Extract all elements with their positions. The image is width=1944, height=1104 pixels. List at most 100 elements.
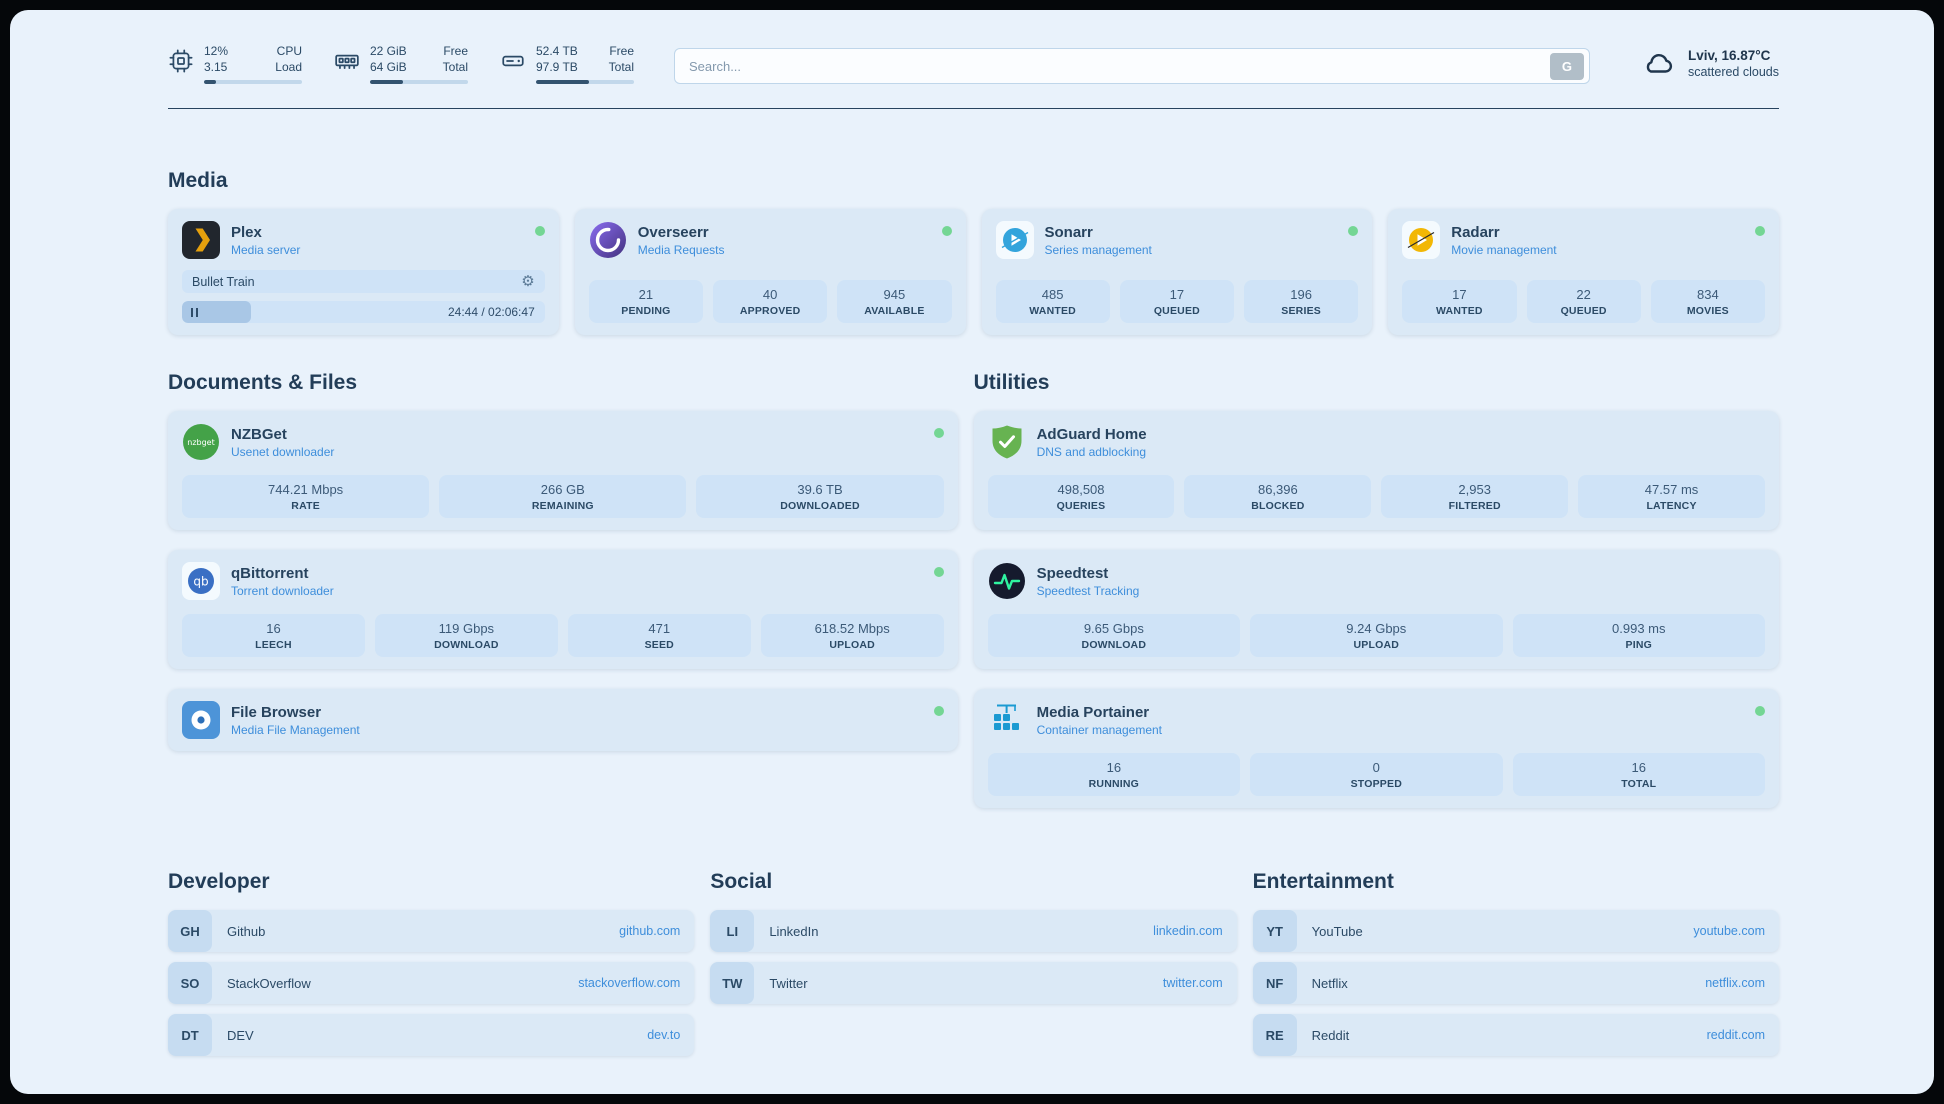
section-media: Media Plex Media server Bullet Train ⚙ — [168, 169, 1779, 336]
bookmark-domain: youtube.com — [1693, 924, 1765, 939]
bookmark-badge: DT — [168, 1014, 212, 1057]
system-widgets: 12% 3.15 CPU Load — [168, 44, 634, 85]
svg-text:nzbget: nzbget — [187, 438, 214, 447]
stat-box: 834 MOVIES — [1650, 280, 1765, 324]
service-card-radarr[interactable]: Radarr Movie management 17 WANTED 22 QUEUE… — [1388, 209, 1779, 336]
bookmark-name: Twitter — [769, 975, 808, 991]
service-name: Overseerr — [637, 223, 709, 241]
svg-text:qb: qb — [193, 575, 208, 589]
bookmark-domain: dev.to — [647, 1028, 681, 1043]
stat-box: 0.993 ms PING — [1512, 614, 1765, 658]
stat-box: 21 PENDING — [588, 280, 703, 324]
service-card-qbittorrent[interactable]: qb qBittorrent Torrent downloader 16 LEEC… — [168, 550, 958, 670]
bookmark-netflix[interactable]: NF Netflix netflix.com — [1252, 962, 1779, 1005]
ram-icon — [334, 48, 360, 74]
section-title-developer: Developer — [168, 870, 270, 894]
service-subtitle: Media server — [231, 242, 301, 257]
bookmark-github[interactable]: GH Github github.com — [168, 910, 695, 953]
section-utilities: Utilities AdGuard Home DNS and adblockin… — [973, 371, 1779, 809]
stat-box: 16 LEECH — [182, 614, 365, 658]
service-card-sonarr[interactable]: Sonarr Series management 485 WANTED 17 QUE… — [981, 209, 1373, 336]
service-card-nzbget[interactable]: nzbget NZBGet Usenet downloader 744.21 M… — [168, 411, 958, 531]
service-card-portainer[interactable]: Media Portainer Container management 16 R… — [973, 689, 1779, 809]
bookmark-domain: stackoverflow.com — [578, 976, 681, 991]
adguard-icon — [988, 423, 1026, 461]
memory-progress-bar — [370, 80, 468, 85]
disk-total-value: 97.9 TB — [536, 59, 578, 74]
cloud-icon — [1638, 46, 1678, 80]
search-box: G — [674, 48, 1590, 84]
stat-box: 196 SERIES — [1244, 280, 1359, 324]
radarr-icon — [1402, 221, 1441, 260]
top-bar: 12% 3.15 CPU Load — [168, 44, 1779, 85]
bookmark-dev[interactable]: DT DEV dev.to — [168, 1014, 695, 1057]
bookmark-group-social: Social LI LinkedIn linkedin.com TW Twitt… — [710, 870, 1237, 1014]
bookmark-badge: NF — [1252, 962, 1297, 1005]
disk-label: Free — [609, 44, 634, 58]
bookmark-name: Netflix — [1311, 975, 1348, 991]
stat-box: 16 RUNNING — [987, 753, 1241, 797]
playback-progress-bar: 24:44 / 02:06:47 — [182, 301, 545, 324]
cpu-chip-icon — [168, 48, 194, 74]
bookmark-stackoverflow[interactable]: SO StackOverflow stackoverflow.com — [168, 962, 695, 1005]
bookmark-reddit[interactable]: RE Reddit reddit.com — [1252, 1014, 1779, 1057]
speedtest-icon — [988, 562, 1026, 600]
disk-widget: 52.4 TB 97.9 TB Free Total — [500, 44, 634, 85]
service-name: NZBGet — [231, 425, 287, 443]
stat-box: 498,508 QUERIES — [987, 475, 1175, 519]
service-name: Media Portainer — [1036, 703, 1150, 721]
weather-condition: scattered clouds — [1687, 64, 1779, 79]
section-title-entertainment: Entertainment — [1252, 870, 1394, 894]
memory-label-2: Total — [442, 59, 468, 74]
status-dot — [1754, 706, 1765, 717]
bookmark-group-entertainment: Entertainment YT YouTube youtube.com NF … — [1252, 870, 1779, 1066]
bookmark-domain: netflix.com — [1705, 976, 1765, 991]
service-card-filebrowser[interactable]: File Browser Media File Management — [168, 689, 958, 752]
search-input[interactable] — [689, 58, 1550, 74]
bookmark-linkedin[interactable]: LI LinkedIn linkedin.com — [710, 910, 1237, 953]
bookmark-name: Github — [227, 923, 266, 939]
search-engine-button[interactable]: G — [1549, 52, 1584, 80]
stat-box: 9.24 Gbps UPLOAD — [1250, 614, 1503, 658]
middle-columns: Documents & Files nzbget NZBGet Usenet d… — [168, 371, 1779, 809]
stat-box: 119 Gbps DOWNLOAD — [374, 614, 558, 658]
bookmark-badge: RE — [1252, 1014, 1297, 1057]
gear-icon[interactable]: ⚙ — [521, 273, 535, 291]
cpu-label-2: Load — [275, 59, 302, 74]
plex-icon — [182, 221, 220, 260]
service-name: AdGuard Home — [1036, 425, 1147, 443]
stat-box: 86,396 BLOCKED — [1184, 475, 1372, 519]
cpu-percent: 12% — [204, 44, 229, 58]
service-subtitle: Series management — [1044, 242, 1152, 257]
bookmark-domain: twitter.com — [1162, 976, 1223, 991]
stat-box: 945 AVAILABLE — [837, 280, 952, 324]
bookmark-domain: github.com — [619, 924, 681, 939]
stat-box: 266 GB REMAINING — [439, 475, 687, 519]
service-card-adguard[interactable]: AdGuard Home DNS and adblocking 498,508 Q… — [973, 411, 1779, 531]
filebrowser-icon — [182, 701, 220, 740]
service-subtitle: Usenet downloader — [231, 444, 335, 459]
bookmark-group-developer: Developer GH Github github.com SO StackO… — [168, 870, 695, 1066]
service-card-speedtest[interactable]: Speedtest Speedtest Tracking 9.65 Gbps DO… — [973, 550, 1779, 670]
stat-box: 39.6 TB DOWNLOADED — [696, 475, 944, 519]
service-subtitle: Movie management — [1451, 242, 1557, 257]
status-dot — [933, 567, 944, 578]
service-subtitle: Torrent downloader — [231, 583, 334, 598]
status-dot — [1755, 226, 1765, 237]
section-title-utilities: Utilities — [973, 371, 1050, 395]
stat-box: 471 SEED — [567, 614, 751, 658]
stat-box: 16 TOTAL — [1512, 753, 1765, 797]
service-card-plex[interactable]: Plex Media server Bullet Train ⚙ 24:44 /… — [168, 209, 559, 336]
pause-icon — [191, 307, 198, 317]
cpu-progress-bar — [204, 80, 302, 85]
weather-location: Lviv, 16.87°C — [1687, 47, 1771, 63]
disk-progress-bar — [536, 80, 634, 85]
stat-box: 40 APPROVED — [713, 280, 828, 324]
service-subtitle: DNS and adblocking — [1036, 444, 1146, 459]
bookmark-name: Reddit — [1311, 1027, 1350, 1043]
service-card-overseerr[interactable]: Overseerr Media Requests 21 PENDING 40 APP… — [574, 209, 966, 336]
bookmark-twitter[interactable]: TW Twitter twitter.com — [710, 962, 1237, 1005]
cpu-label: CPU — [276, 44, 302, 58]
memory-total-value: 64 GiB — [370, 59, 407, 74]
bookmark-youtube[interactable]: YT YouTube youtube.com — [1252, 910, 1779, 953]
